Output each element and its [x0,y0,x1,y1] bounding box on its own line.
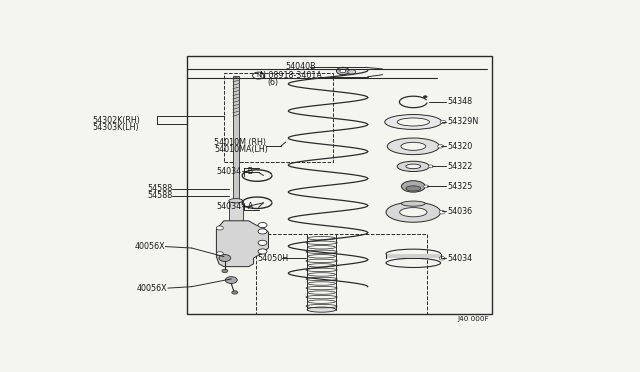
Text: 54325: 54325 [447,182,472,191]
Polygon shape [216,221,269,267]
Circle shape [258,249,267,254]
Ellipse shape [229,199,243,203]
Ellipse shape [397,118,429,126]
Text: 54303K(LH): 54303K(LH) [92,123,139,132]
Ellipse shape [401,201,425,206]
Text: 54010MA(LH): 54010MA(LH) [214,145,268,154]
Ellipse shape [406,164,420,169]
Ellipse shape [386,202,440,222]
Ellipse shape [385,115,442,129]
Circle shape [428,165,433,168]
Text: 54329N: 54329N [447,118,478,126]
Circle shape [216,226,223,230]
Text: (6): (6) [268,78,278,87]
Circle shape [216,252,223,256]
Text: N: N [256,73,261,78]
Bar [229,201,243,234]
Text: 54588: 54588 [147,184,172,193]
Text: J40 000F: J40 000F [458,316,489,322]
Ellipse shape [387,138,439,155]
Text: 54034+A: 54034+A [216,202,253,211]
Text: 54348: 54348 [447,97,472,106]
Circle shape [348,70,356,74]
Text: 54034+B: 54034+B [216,167,253,176]
Ellipse shape [401,142,426,150]
Text: 40056X: 40056X [134,242,165,251]
Ellipse shape [401,181,425,192]
Text: 54034: 54034 [447,254,472,263]
Bar [386,254,440,258]
Text: 54050H: 54050H [257,254,289,263]
Circle shape [258,240,267,246]
Circle shape [337,67,349,75]
Text: 54302K(RH): 54302K(RH) [92,116,140,125]
Circle shape [439,211,445,214]
Circle shape [258,222,267,228]
Circle shape [438,145,444,148]
Text: N 08918-3401A: N 08918-3401A [260,71,322,80]
Ellipse shape [406,186,420,191]
Circle shape [219,254,231,262]
Ellipse shape [397,161,429,171]
Circle shape [423,96,428,98]
Circle shape [340,69,346,73]
Text: 54322: 54322 [447,162,472,171]
Bar [187,56,492,314]
Text: 54588: 54588 [147,191,172,200]
Circle shape [222,269,228,273]
Circle shape [424,185,429,188]
Text: 54320: 54320 [447,142,472,151]
Bar [224,73,333,162]
Text: 40056X: 40056X [137,283,168,293]
Text: 54036: 54036 [447,207,472,216]
Circle shape [225,277,237,283]
Circle shape [232,291,237,294]
Ellipse shape [307,307,336,312]
Circle shape [440,120,446,124]
Bar [233,76,239,208]
Circle shape [258,229,267,234]
Bar [256,234,428,314]
Text: 54010M (RH): 54010M (RH) [214,138,266,147]
Ellipse shape [399,208,427,217]
Circle shape [439,257,445,260]
Text: 54040B: 54040B [286,62,316,71]
